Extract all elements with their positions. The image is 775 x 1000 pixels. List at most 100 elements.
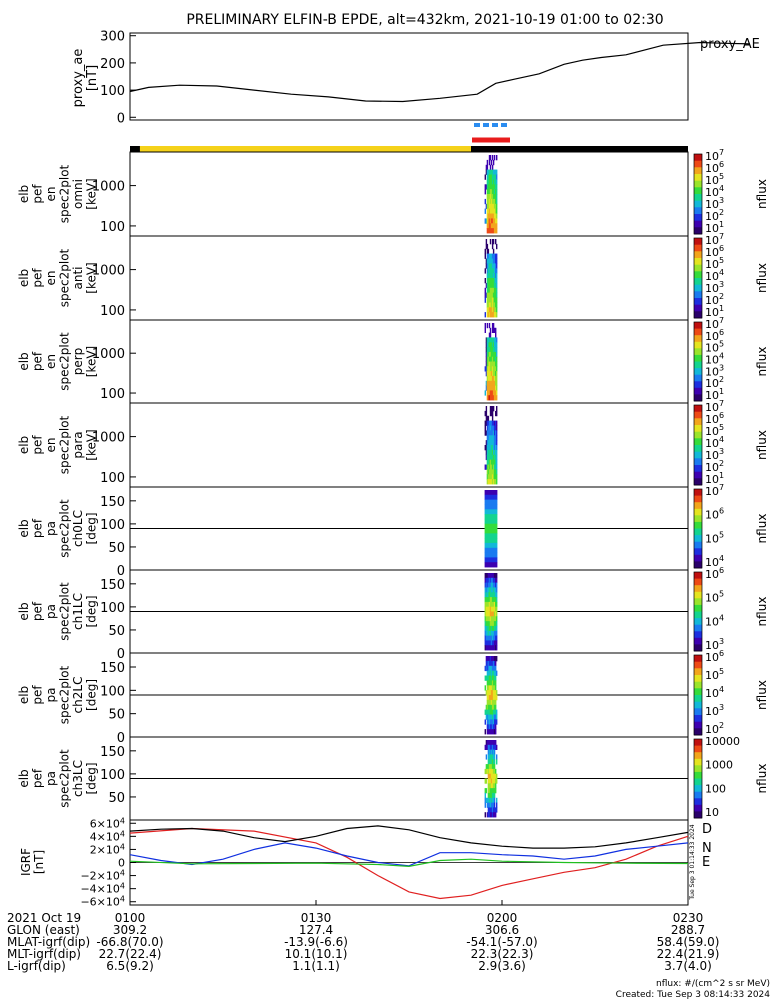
pa_ch3-colorbar-tick: 100 bbox=[705, 782, 726, 795]
spec_para-heat-cell bbox=[490, 410, 493, 417]
spec_para-heat-cell bbox=[493, 479, 496, 485]
pa_ch2-heat-cell bbox=[492, 656, 495, 662]
pa_ch3-heat-cell bbox=[492, 788, 495, 794]
pa_ch2-heat-cell bbox=[492, 690, 495, 696]
pa_ch3-colorbar-segment bbox=[694, 768, 702, 773]
pa_ch1-ylabel-line: pef bbox=[31, 601, 45, 621]
spec_para-heat-cell bbox=[486, 440, 489, 446]
spec_anti-colorbar-segment bbox=[694, 311, 702, 316]
spec_para-heat-cell bbox=[490, 445, 493, 451]
pa_ch3-heat-cell bbox=[487, 783, 490, 789]
pa_ch1-heat-cell bbox=[492, 640, 495, 646]
spec_para-heat-cell bbox=[492, 479, 495, 485]
spec_para-heat-cell bbox=[493, 454, 496, 461]
vertical-timestamp: Tue Sep 3 01:14:33 2024 bbox=[689, 824, 696, 900]
pa_ch0-heat-cell bbox=[488, 504, 491, 510]
pa_ch1-colorbar-segment bbox=[694, 637, 702, 642]
spec_perp-heat-cell bbox=[489, 375, 492, 382]
spec_omni-heat-cell bbox=[491, 164, 494, 171]
spec_omni-heat-cell bbox=[491, 223, 494, 229]
pa_ch2-heat-cell bbox=[490, 680, 493, 686]
pa_ch3-heat-cell bbox=[487, 788, 490, 794]
spec_perp-heat-cell bbox=[490, 380, 493, 386]
pa_ch1-heat-cell bbox=[490, 645, 493, 651]
pa_ch1-heat-cell bbox=[495, 577, 497, 583]
pa_ch2-heat-cell bbox=[489, 690, 492, 696]
pa_ch3-heat-cell bbox=[487, 797, 490, 803]
spec_perp-heat-cell bbox=[496, 395, 498, 401]
pa_ch2-heat-cell bbox=[487, 729, 490, 735]
pa_ch0-heat-cell bbox=[491, 528, 494, 534]
pa_ch0-heat-cell bbox=[493, 523, 496, 529]
spec_para-heat-cell bbox=[489, 430, 492, 436]
pa_ch0-heat-cell bbox=[484, 523, 486, 529]
pa_ch1-heat-cell bbox=[488, 616, 491, 622]
pa_ch1-heat-cell bbox=[493, 611, 496, 617]
pa_ch0-heat-cell bbox=[491, 557, 494, 563]
pa_ch1-heat-cell bbox=[496, 597, 498, 603]
pa_ch1-heat-cell bbox=[492, 621, 495, 627]
spec_perp-ylabel-line: perp bbox=[71, 348, 85, 376]
spec_anti-heat-cell bbox=[486, 248, 489, 255]
spec_para-heat-cell bbox=[487, 445, 490, 451]
spec_perp-heat-cell bbox=[487, 356, 490, 362]
pa_ch2-heat-cell bbox=[488, 675, 491, 681]
pa_ch1-heat-cell bbox=[493, 577, 496, 583]
pa_ch0-heat-cell bbox=[487, 542, 490, 549]
spec_anti-heat-cell bbox=[486, 297, 489, 303]
spec_anti-heat-cell bbox=[495, 307, 497, 313]
pa_ch3-heat-cell bbox=[487, 740, 490, 746]
spec_omni-heat-cell bbox=[493, 179, 496, 185]
pa_ch0-colorbar-frame bbox=[693, 488, 703, 569]
spec_anti-colorbar-segment bbox=[694, 271, 702, 276]
spec_anti-heat-cell bbox=[489, 278, 492, 284]
pa_ch2-heat-cell bbox=[484, 719, 486, 725]
spec_anti-ytick-label: 100 bbox=[100, 304, 125, 319]
pa_ch2-heat-cell bbox=[489, 685, 492, 691]
pa_ch1-colorbar-segment bbox=[694, 601, 702, 606]
pa_ch0-ylabel-line: pef bbox=[31, 518, 45, 538]
pa_ch0-heat-cell bbox=[489, 547, 492, 553]
pa_ch3-heat-cell bbox=[490, 773, 493, 779]
spec_anti-heat-cell bbox=[488, 278, 491, 284]
spec_perp-heat-cell bbox=[488, 375, 491, 382]
pa_ch0-heat-cell bbox=[486, 499, 489, 505]
pa_ch3-ylabel-line: [deg] bbox=[85, 763, 99, 795]
pa_ch3-heat-cell bbox=[495, 783, 497, 789]
spec_anti-heat-cell bbox=[496, 297, 498, 303]
spec_omni-colorbar-tick: 102 bbox=[705, 208, 724, 223]
pa_ch3-ylabel-line: ch3LC bbox=[71, 760, 85, 797]
pa_ch1-heat-cell bbox=[488, 635, 491, 641]
spec_anti-colorbar-segment bbox=[694, 244, 702, 249]
pa_ch2-heat-cell bbox=[491, 695, 494, 701]
pa_ch0-heat-cell bbox=[491, 523, 494, 529]
spec_para-heat-cell bbox=[488, 435, 491, 441]
pa_ch3-heat-cell bbox=[490, 759, 493, 765]
spec_perp-heat-cell bbox=[489, 327, 492, 333]
pa_ch1-heat-cell bbox=[488, 640, 491, 646]
pa_ch2-heat-cell bbox=[484, 729, 486, 735]
pa_ch0-heat-cell bbox=[491, 538, 494, 544]
spec_omni-heat-cell bbox=[486, 203, 489, 210]
pa_ch2-heat-cell bbox=[487, 660, 490, 667]
pa_ch0-heat-cell bbox=[492, 514, 495, 520]
pa_ch2-heat-cell bbox=[484, 685, 486, 691]
pa_ch0-heat-cell bbox=[488, 528, 491, 534]
pa_ch2-heat-cell bbox=[491, 704, 494, 711]
spec_anti-heat-cell bbox=[490, 287, 493, 294]
spec_para-heat-cell bbox=[487, 459, 490, 465]
spec_para-heat-cell bbox=[489, 454, 492, 461]
pa_ch3-heat-cell bbox=[490, 802, 493, 808]
spec_perp-heat-cell bbox=[495, 380, 497, 386]
science-zone-bar bbox=[139, 146, 472, 152]
pa_ch3-heat-cell bbox=[484, 744, 486, 750]
spec_omni-colorbar-segment bbox=[694, 194, 702, 198]
pa_ch2-heat-cell bbox=[488, 685, 491, 691]
spec_omni-colorbar-tick: 106 bbox=[705, 160, 724, 175]
spec_para-heat-cell bbox=[487, 420, 490, 426]
pa_ch0-heat-cell bbox=[492, 490, 495, 496]
spec_perp-colorbar-segment bbox=[694, 371, 702, 376]
spec_anti-heat-cell bbox=[491, 312, 494, 318]
spec_omni-heat-cell bbox=[495, 169, 497, 175]
spec_perp-heat-cell bbox=[487, 351, 490, 358]
